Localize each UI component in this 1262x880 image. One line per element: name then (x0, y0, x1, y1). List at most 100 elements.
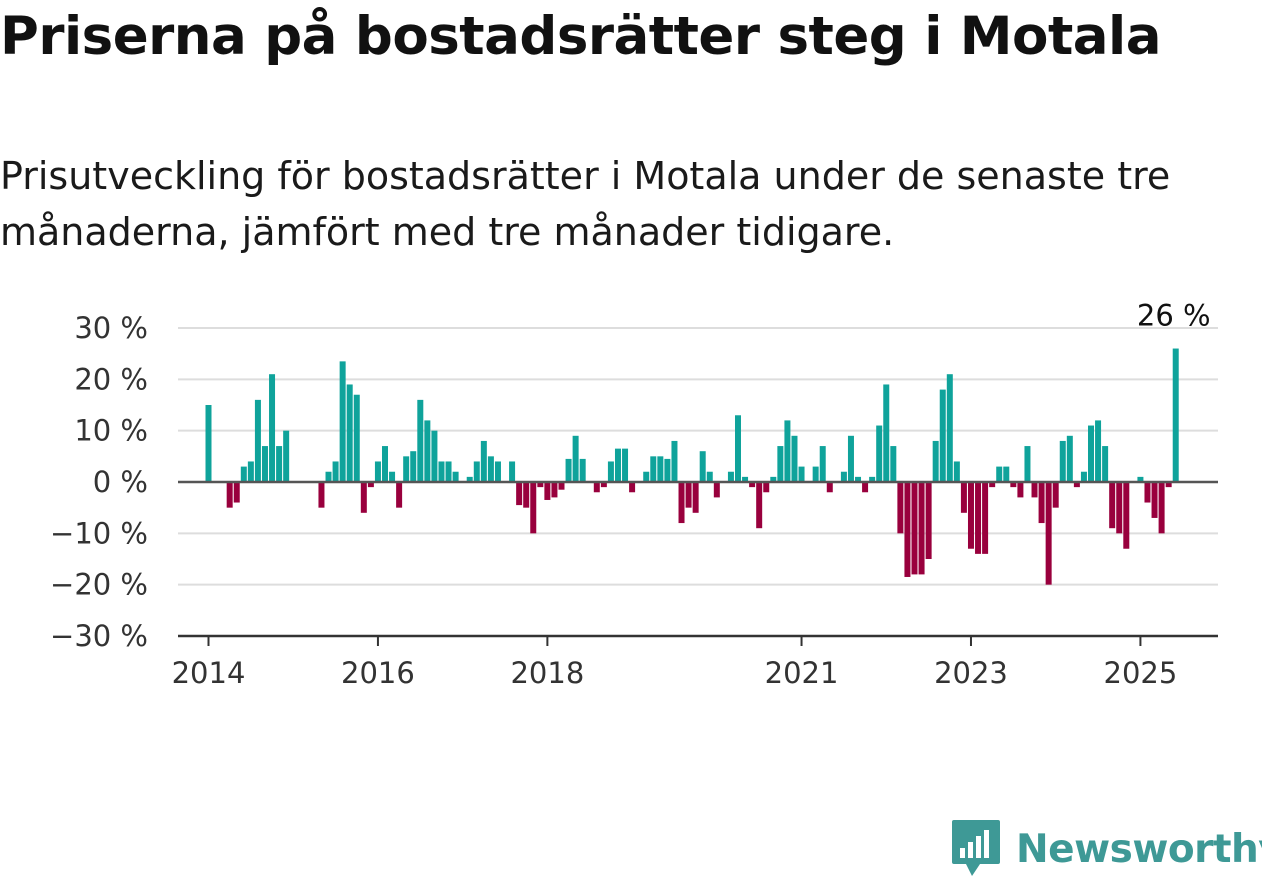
bar (657, 456, 664, 482)
x-tick-label: 2023 (934, 656, 1008, 690)
bar (763, 482, 770, 493)
y-tick-label: 20 % (74, 362, 148, 396)
bar (953, 461, 960, 482)
bar (939, 389, 946, 482)
bar (869, 476, 876, 482)
bar (614, 448, 621, 482)
bar (240, 466, 247, 482)
bar (579, 458, 586, 482)
bar (360, 482, 367, 513)
bar (826, 482, 833, 493)
x-tick-label: 2016 (341, 656, 415, 690)
bar (946, 374, 953, 482)
bar (960, 482, 967, 513)
bar (466, 476, 473, 482)
bar (1045, 482, 1052, 585)
bar (1052, 482, 1059, 508)
bar (431, 430, 438, 482)
bar (396, 482, 403, 508)
bar (1137, 476, 1144, 482)
bar (600, 482, 607, 488)
bar (1165, 482, 1172, 488)
bar (247, 461, 254, 482)
bar (699, 451, 706, 482)
bar (770, 476, 777, 482)
bar (438, 461, 445, 482)
bar (692, 482, 699, 513)
bar (1123, 482, 1130, 549)
bar (1080, 471, 1087, 482)
bar (1144, 482, 1151, 503)
x-tick-label: 2025 (1104, 656, 1178, 690)
bar (629, 482, 636, 493)
bar (918, 482, 925, 575)
bar (523, 482, 530, 508)
bar (925, 482, 932, 559)
bar (982, 482, 989, 554)
bar (862, 482, 869, 493)
bar (727, 471, 734, 482)
bar (685, 482, 692, 508)
bar (269, 374, 276, 482)
bar (735, 415, 741, 482)
bar (847, 435, 854, 482)
bar (353, 394, 360, 482)
bar (346, 384, 353, 482)
newsworthy-logo[interactable]: Newsworthy (950, 818, 1262, 880)
bar (1095, 420, 1102, 482)
bar-chart-speech-bubble-icon (952, 820, 1000, 876)
bar (812, 466, 819, 482)
bar (713, 482, 720, 498)
bar (276, 446, 283, 482)
bar (551, 482, 558, 498)
bar (445, 461, 452, 482)
y-tick-label: −10 % (50, 516, 148, 550)
bar (1066, 435, 1073, 482)
bar (742, 476, 749, 482)
bar (565, 458, 572, 482)
value-annotation: 26 % (1137, 299, 1211, 333)
bar (777, 446, 784, 482)
bar (904, 482, 911, 577)
x-tick-label: 2021 (765, 656, 839, 690)
bar (1010, 482, 1017, 488)
bar (254, 399, 261, 482)
tick-labels: 30 % 20 % 10 % 0 % −10 % −20 % −30 % 2014 2016 20… (50, 299, 1211, 690)
axes (178, 480, 1218, 646)
bar (487, 456, 494, 482)
bar (473, 461, 480, 482)
bar (897, 482, 904, 534)
bar (791, 435, 798, 482)
bar (530, 482, 537, 534)
bar (205, 405, 212, 482)
bar (784, 420, 791, 482)
bar (876, 425, 883, 482)
bar (932, 440, 939, 482)
y-tick-label: 0 % (93, 465, 148, 499)
bar (607, 461, 614, 482)
bar (382, 446, 388, 482)
bar (1172, 348, 1179, 482)
bar (819, 446, 826, 482)
bar (367, 482, 374, 488)
bar (261, 446, 268, 482)
bar (798, 466, 805, 482)
bar (855, 476, 862, 482)
bar (975, 482, 982, 554)
bar (424, 420, 431, 482)
bar (593, 482, 600, 493)
bar (516, 482, 523, 506)
bar (650, 456, 657, 482)
bar (572, 435, 579, 482)
bar (403, 456, 410, 482)
bar (233, 482, 240, 503)
bar (318, 482, 325, 508)
bar (417, 399, 424, 482)
bar (494, 461, 501, 482)
bar (1109, 482, 1116, 529)
bar (643, 471, 650, 482)
bar (890, 446, 897, 482)
bar (1038, 482, 1045, 524)
bar (452, 471, 459, 482)
bar (883, 384, 890, 482)
